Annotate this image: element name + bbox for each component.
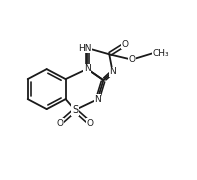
Text: HN: HN bbox=[78, 44, 92, 53]
Text: S: S bbox=[72, 105, 78, 115]
Text: O: O bbox=[86, 119, 93, 128]
Text: O: O bbox=[57, 119, 64, 128]
Text: O: O bbox=[128, 55, 135, 64]
Text: O: O bbox=[121, 40, 128, 49]
Text: N: N bbox=[94, 95, 101, 104]
Text: CH₃: CH₃ bbox=[152, 49, 169, 58]
Text: N: N bbox=[109, 67, 116, 76]
Text: N: N bbox=[84, 64, 91, 73]
